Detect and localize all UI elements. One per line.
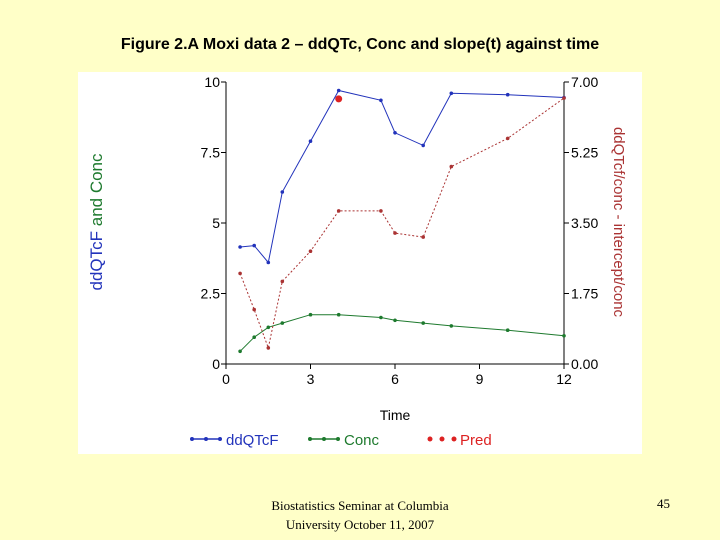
slide-title: Figure 2.A Moxi data 2 – ddQTc, Conc and… [120, 36, 600, 53]
chart-svg: 0 3 6 9 12 0 2.5 5 7.5 10 0.00 1.75 3.50 5.25 7.00 Tim… [87, 74, 627, 449]
chart-panel: 0 3 6 9 12 0 2.5 5 7.5 10 0.00 1.75 3.50 5.25 7.00 Tim… [78, 72, 642, 454]
legend-item-conc: Conc [308, 432, 380, 449]
data-point-series-3 [336, 209, 341, 213]
y-right-tick-label: 3.50 [571, 215, 598, 231]
x-tick-label: 9 [476, 371, 484, 387]
data-point-conc [336, 312, 341, 317]
page-number: 45 [657, 496, 670, 511]
x-tick-label: 12 [556, 371, 572, 387]
data-point-conc [379, 315, 383, 320]
y-right-tick-label: 5.25 [571, 145, 598, 161]
data-point-conc [421, 321, 426, 325]
legend-marker-pred [439, 436, 445, 442]
data-point-series-3 [308, 249, 313, 253]
y-left-tick-label: 2.5 [201, 286, 221, 302]
y-axis-label-conc: Conc [87, 153, 106, 193]
data-point-series-3 [449, 164, 454, 169]
data-point-ddqtcf [393, 131, 397, 135]
series-line-conc [239, 314, 565, 352]
legend-label-pred: Pred [460, 432, 492, 449]
y-left-tick-label: 0 [212, 356, 220, 372]
data-point-conc [308, 312, 313, 317]
y-right-tick-label: 1.75 [571, 286, 598, 302]
y-left-tick-label: 5 [212, 215, 220, 231]
y-left-tick-label: 7.5 [201, 145, 221, 161]
data-point-series-3 [379, 209, 383, 213]
y-axis-label-ddqtcf: ddQTcF [87, 231, 106, 291]
series-line-series-3 [239, 97, 565, 350]
legend-label-ddqtcf: ddQTcF [226, 432, 279, 449]
legend-item-pred: Pred [427, 432, 492, 449]
y-right-tick-label: 0.00 [571, 356, 598, 372]
data-point-ddqtcf [252, 243, 256, 248]
series-line-ddqtcf [240, 89, 565, 264]
x-tick-label: 6 [391, 371, 399, 387]
footer-line-2: University October 11, 2007 [285, 517, 435, 532]
footer-line-1: Biostatistics Seminar at Columbia [271, 498, 449, 513]
data-point-conc [562, 334, 566, 338]
data-point-series-3 [280, 279, 285, 284]
legend-item-ddqtcf: ddQTcF [190, 432, 279, 449]
ticks-layer: 0 3 6 9 12 0 2.5 5 7.5 10 0.00 1.75 3.50 5.25 7.00 [201, 74, 599, 387]
legend-marker-conc [336, 437, 340, 441]
legend-marker-ddqtcf [190, 437, 194, 441]
data-point-conc [238, 349, 242, 354]
y-right-tick-label: 7.00 [571, 74, 598, 90]
x-axis-label: Time [380, 407, 411, 423]
data-point-ddqtcf [336, 88, 341, 93]
footer-text: Biostatistics Seminar at Columbia Univer… [230, 496, 490, 534]
data-point-series-3 [393, 231, 397, 235]
legend-marker-pred [427, 436, 433, 442]
y-axis-label-right: ddQTcf/conc - intercept/conc [610, 127, 627, 318]
data-point-ddqtcf [505, 92, 510, 97]
data-point-conc [266, 325, 271, 330]
y-axis-label-left: ddQTcF and Conc [87, 153, 106, 291]
x-tick-label: 0 [222, 371, 230, 387]
data-point-series-3 [266, 346, 271, 350]
legend-label-conc: Conc [344, 432, 380, 449]
data-point-conc [280, 321, 285, 325]
data-point-ddqtcf [421, 143, 426, 148]
data-point-ddqtcf [238, 245, 242, 249]
data-point-ddqtcf [280, 190, 285, 194]
legend-marker-pred [451, 436, 457, 442]
legend: ddQTcF Conc Pred [190, 432, 492, 449]
data-point-pred [335, 95, 343, 103]
y-left-tick-label: 10 [204, 74, 220, 90]
data-point-ddqtcf [266, 260, 271, 265]
legend-marker-conc [308, 437, 312, 441]
data-point-conc [505, 328, 510, 333]
x-tick-label: 3 [307, 371, 315, 387]
data-point-ddqtcf [449, 91, 454, 96]
data-point-series-3 [238, 271, 242, 276]
legend-marker-ddqtcf [204, 437, 208, 441]
data-point-ddqtcf [379, 98, 383, 103]
y-axis-label-and: and [87, 193, 106, 231]
data-point-series-3 [562, 96, 566, 100]
data-point-series-3 [421, 235, 426, 239]
data-point-conc [449, 324, 454, 328]
data-point-conc [252, 335, 256, 340]
data-point-series-3 [505, 136, 510, 141]
data-point-conc [393, 318, 397, 323]
legend-marker-conc [322, 437, 326, 441]
legend-marker-ddqtcf [218, 437, 222, 441]
series-layer [238, 88, 566, 354]
data-point-ddqtcf [308, 139, 313, 143]
data-point-series-3 [252, 307, 256, 312]
